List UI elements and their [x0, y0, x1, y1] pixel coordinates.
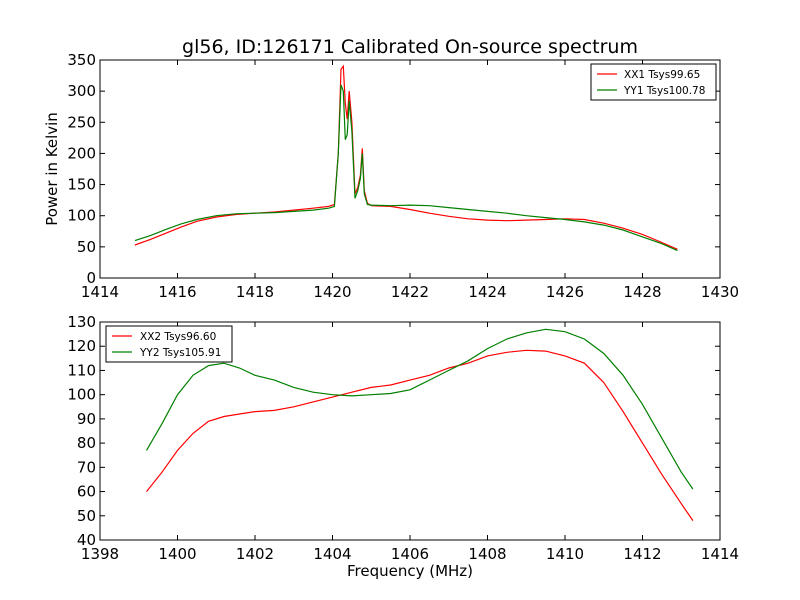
y-tick-label: 60 — [77, 483, 96, 501]
x-tick-label: 1406 — [391, 545, 429, 563]
top-y-axis-label: Power in Kelvin — [43, 112, 61, 226]
y-tick-label: 120 — [67, 337, 96, 355]
x-tick-label: 1414 — [81, 283, 119, 301]
series-line-bottom-1 — [145, 328, 694, 490]
top-plot-title: gl56, ID:126171 Calibrated On-source spe… — [182, 36, 638, 58]
x-tick-label: 1416 — [158, 283, 196, 301]
bottom-legend: XX2 Tsys96.60 YY2 Tsys105.91 — [105, 325, 233, 363]
x-tick-label: 1430 — [701, 283, 739, 301]
y-tick-label: 0 — [86, 269, 96, 287]
top-y-ticks: 0 50 100 150 200 250 300 350 — [67, 51, 720, 287]
y-tick-label: 70 — [77, 458, 96, 476]
y-tick-label: 100 — [67, 386, 96, 404]
y-tick-label: 200 — [67, 144, 96, 162]
y-tick-label: 150 — [67, 176, 96, 194]
y-tick-label: 110 — [67, 361, 96, 379]
y-tick-label: 50 — [77, 238, 96, 256]
series-line-bottom-0 — [146, 349, 694, 521]
x-tick-label: 1428 — [623, 283, 661, 301]
y-tick-label: 40 — [77, 531, 96, 549]
top-legend-label-yy1: YY1 Tsys100.78 — [623, 85, 705, 97]
x-tick-label: 1408 — [468, 545, 506, 563]
y-tick-label: 80 — [77, 434, 96, 452]
series-line-top-1 — [134, 84, 678, 252]
x-tick-label: 1400 — [158, 545, 196, 563]
bottom-legend-box — [105, 325, 233, 363]
y-tick-label: 350 — [67, 51, 96, 69]
y-tick-label: 100 — [67, 207, 96, 225]
x-tick-label: 1414 — [701, 545, 739, 563]
x-tick-label: 1422 — [391, 283, 429, 301]
bottom-y-ticks: 40 50 60 70 80 90 100 110 120 130 — [67, 313, 720, 549]
y-tick-label: 130 — [67, 313, 96, 331]
x-tick-label: 1412 — [623, 545, 661, 563]
y-tick-label: 50 — [77, 507, 96, 525]
y-tick-label: 300 — [67, 82, 96, 100]
top-legend: XX1 Tsys99.65 YY1 Tsys100.78 — [590, 63, 717, 101]
y-tick-label: 90 — [77, 410, 96, 428]
x-tick-label: 1426 — [546, 283, 584, 301]
x-tick-label: 1418 — [236, 283, 274, 301]
top-plot: gl56, ID:126171 Calibrated On-source spe… — [43, 36, 739, 301]
x-tick-label: 1402 — [236, 545, 274, 563]
top-legend-box — [590, 63, 717, 101]
bottom-x-axis-label: Frequency (MHz) — [347, 562, 473, 580]
top-plot-marks — [134, 64, 678, 252]
x-tick-label: 1410 — [546, 545, 584, 563]
bottom-plot: Frequency (MHz) 1398 1400 1402 1404 1406 1408… — [67, 313, 739, 580]
x-tick-label: 1404 — [313, 545, 351, 563]
bottom-plot-marks — [145, 328, 694, 521]
bottom-x-ticks: 1398 1400 1402 1404 1406 1408 1410 1412 1414 — [81, 322, 739, 563]
x-tick-label: 1424 — [468, 283, 506, 301]
y-tick-label: 250 — [67, 113, 96, 131]
bottom-legend-label-yy2: YY2 Tsys105.91 — [139, 347, 221, 359]
x-tick-label: 1398 — [81, 545, 119, 563]
top-legend-label-xx1: XX1 Tsys99.65 — [624, 69, 700, 81]
bottom-legend-label-xx2: XX2 Tsys96.60 — [140, 331, 216, 343]
x-tick-label: 1420 — [313, 283, 351, 301]
top-x-ticks: 1414 1416 1418 1420 1422 1424 1426 1428 1430 — [81, 60, 739, 301]
